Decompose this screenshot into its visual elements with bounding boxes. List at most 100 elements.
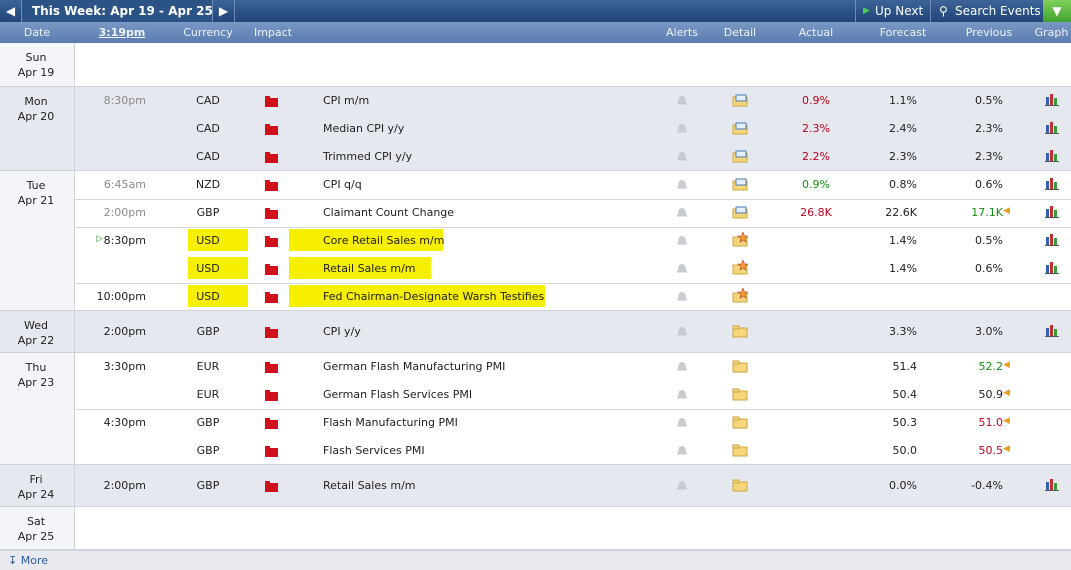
alert-bell[interactable] (674, 323, 690, 339)
impact-icon-svg (265, 96, 278, 107)
detail-icon[interactable] (732, 176, 748, 192)
detail-icon[interactable] (732, 259, 749, 276)
event-title: Fed Chairman-Designate Warsh Testifies (323, 290, 545, 303)
detail-icon[interactable] (732, 358, 748, 374)
graph-icon[interactable] (1044, 91, 1060, 107)
day-row (0, 87, 1071, 171)
column-header-label: Date (23, 26, 51, 39)
impact-icon (264, 478, 280, 494)
detail-icon[interactable] (732, 148, 748, 164)
forecast-value: 50.4 (892, 388, 918, 401)
previous-value: 50.9 (978, 388, 1004, 401)
impact-icon-svg (265, 390, 278, 401)
current-time-link[interactable]: 3:19pm (98, 26, 146, 39)
event-title: Core Retail Sales m/m (323, 234, 445, 247)
currency: GBP (196, 416, 220, 429)
currency: USD (196, 234, 220, 247)
search-button[interactable]: ⚲ Search Events (930, 0, 1043, 22)
row-separator (75, 283, 1071, 284)
impact-icon-svg (265, 264, 278, 275)
alert-bell[interactable] (674, 260, 690, 276)
impact-icon-svg (265, 362, 278, 373)
day-date: Apr 20 (17, 110, 55, 123)
detail-icon-svg (732, 388, 748, 401)
forecast-value: 3.3% (889, 325, 917, 338)
detail-icon[interactable] (732, 287, 749, 304)
forecast-value: 1.1% (889, 94, 917, 107)
alert-bell[interactable] (674, 386, 690, 402)
alert-bell-svg (677, 446, 687, 455)
column-header-label: Alerts (666, 26, 698, 39)
graph-icon[interactable] (1044, 231, 1060, 247)
alert-bell[interactable] (674, 204, 690, 220)
graph-icon[interactable] (1044, 259, 1060, 275)
forecast-value: 22.6K (885, 206, 917, 219)
alert-bell[interactable] (674, 92, 690, 108)
detail-icon[interactable] (732, 477, 748, 493)
alert-bell-svg (677, 264, 687, 273)
detail-icon-svg (732, 150, 748, 163)
currency: CAD (196, 94, 220, 107)
detail-icon[interactable] (732, 204, 748, 220)
detail-icon[interactable] (732, 386, 748, 402)
alert-bell[interactable] (674, 358, 690, 374)
alert-bell[interactable] (674, 288, 690, 304)
filter-button[interactable]: ▼ (1043, 0, 1071, 22)
detail-icon[interactable] (732, 323, 748, 339)
detail-icon[interactable] (732, 231, 749, 248)
day-date: Apr 23 (17, 376, 55, 389)
graph-icon[interactable] (1044, 147, 1060, 163)
alert-bell-svg (677, 208, 687, 217)
alert-bell[interactable] (674, 414, 690, 430)
week-label[interactable]: This Week: Apr 19 - Apr 25 (22, 0, 213, 22)
alert-bell-svg (677, 362, 687, 371)
alert-bell[interactable] (674, 176, 690, 192)
alert-bell-svg (677, 124, 687, 133)
alert-bell-svg (677, 418, 687, 427)
event-title: Flash Services PMI (323, 444, 425, 457)
alert-bell[interactable] (674, 148, 690, 164)
alert-bell[interactable] (674, 477, 690, 493)
date-cell (0, 43, 75, 87)
event-time: 4:30pm (103, 416, 146, 429)
alert-bell[interactable] (674, 442, 690, 458)
graph-icon[interactable] (1044, 322, 1060, 338)
currency: USD (196, 290, 220, 303)
next-week-button[interactable]: ▶ (212, 0, 235, 22)
play-icon: ▶ (863, 6, 870, 16)
detail-icon[interactable] (732, 414, 748, 430)
currency: GBP (196, 479, 220, 492)
alert-bell[interactable] (674, 120, 690, 136)
impact-icon (264, 415, 280, 431)
impact-icon-svg (265, 327, 278, 338)
prev-week-button[interactable]: ◀ (0, 0, 22, 22)
graph-icon[interactable] (1044, 476, 1060, 492)
more-label: More (20, 554, 48, 567)
alert-bell-svg (677, 292, 687, 301)
alert-bell[interactable] (674, 232, 690, 248)
forecast-value: 1.4% (889, 234, 917, 247)
graph-icon[interactable] (1044, 203, 1060, 219)
currency: GBP (196, 444, 220, 457)
detail-icon-svg (732, 360, 748, 373)
day-name: Tue (26, 179, 46, 192)
currency: CAD (196, 122, 220, 135)
detail-icon-svg (732, 479, 748, 492)
up-next-button[interactable]: ▶ Up Next (855, 0, 930, 22)
detail-icon[interactable] (732, 92, 748, 108)
previous-value: 52.2 (978, 360, 1004, 373)
more-link[interactable]: ↧ More (8, 554, 48, 567)
graph-icon[interactable] (1044, 175, 1060, 191)
impact-icon (264, 233, 280, 249)
graph-icon[interactable] (1044, 119, 1060, 135)
forecast-value: 51.4 (892, 360, 918, 373)
detail-icon-svg (732, 206, 748, 219)
impact-icon-svg (265, 236, 278, 247)
event-title: CPI m/m (323, 94, 370, 107)
currency: CAD (196, 150, 220, 163)
impact-icon (264, 443, 280, 459)
alert-bell-svg (677, 327, 687, 336)
detail-icon[interactable] (732, 120, 748, 136)
detail-icon[interactable] (732, 442, 748, 458)
